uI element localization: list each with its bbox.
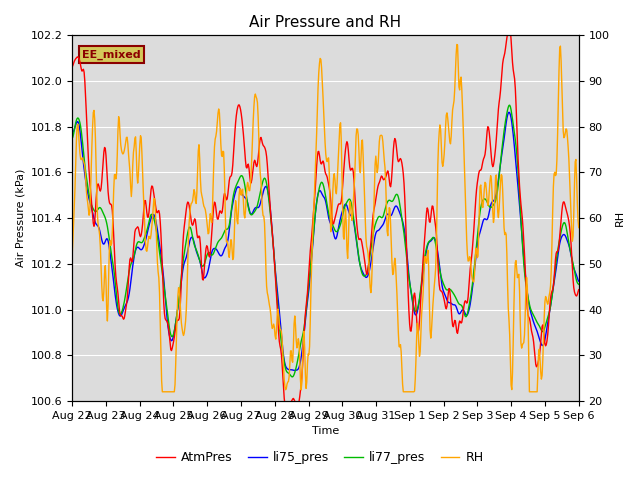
Line: li75_pres: li75_pres xyxy=(72,112,579,371)
Line: RH: RH xyxy=(72,45,579,392)
Text: EE_mixed: EE_mixed xyxy=(83,49,141,60)
Y-axis label: RH: RH xyxy=(615,210,625,226)
Line: li77_pres: li77_pres xyxy=(72,105,579,377)
Line: AtmPres: AtmPres xyxy=(72,26,579,407)
Title: Air Pressure and RH: Air Pressure and RH xyxy=(250,15,401,30)
X-axis label: Time: Time xyxy=(312,426,339,436)
Y-axis label: Air Pressure (kPa): Air Pressure (kPa) xyxy=(15,169,25,267)
Legend: AtmPres, li75_pres, li77_pres, RH: AtmPres, li75_pres, li77_pres, RH xyxy=(152,446,488,469)
